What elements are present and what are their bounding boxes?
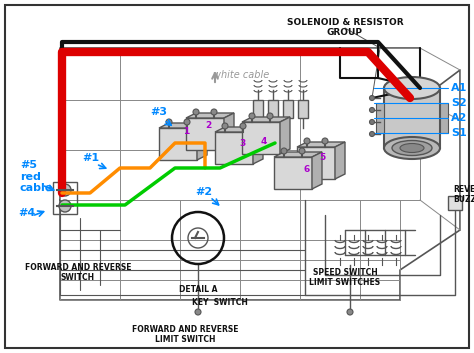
Polygon shape <box>335 142 345 179</box>
Text: A2: A2 <box>451 113 467 123</box>
Text: #4: #4 <box>18 208 35 218</box>
Bar <box>448 196 462 210</box>
Text: 3: 3 <box>240 139 246 149</box>
Bar <box>384 88 440 148</box>
Circle shape <box>59 184 71 196</box>
Text: #5
red
cable: #5 red cable <box>20 160 53 193</box>
Polygon shape <box>242 122 280 154</box>
Circle shape <box>370 132 374 137</box>
Text: S1: S1 <box>451 128 467 138</box>
Polygon shape <box>224 113 234 150</box>
Ellipse shape <box>400 144 424 152</box>
Text: 2: 2 <box>205 121 211 131</box>
Bar <box>283 100 293 118</box>
Polygon shape <box>159 128 197 160</box>
Circle shape <box>267 113 273 119</box>
Circle shape <box>322 138 328 144</box>
Text: white cable: white cable <box>213 70 269 80</box>
Text: FORWARD AND REVERSE
SWITCH: FORWARD AND REVERSE SWITCH <box>25 263 131 282</box>
Circle shape <box>184 119 190 125</box>
Ellipse shape <box>384 137 440 159</box>
Text: #3: #3 <box>150 107 167 117</box>
Circle shape <box>211 109 217 115</box>
Bar <box>253 100 263 118</box>
Circle shape <box>222 123 228 129</box>
Polygon shape <box>197 123 207 160</box>
Text: DETAIL A: DETAIL A <box>179 285 217 294</box>
Text: A1: A1 <box>451 83 467 93</box>
Text: S2: S2 <box>451 98 467 108</box>
Polygon shape <box>312 152 322 189</box>
Text: KEY  SWITCH: KEY SWITCH <box>192 298 248 307</box>
Ellipse shape <box>392 140 432 156</box>
Circle shape <box>166 119 172 125</box>
Bar <box>298 100 308 118</box>
Polygon shape <box>253 127 263 164</box>
Polygon shape <box>159 123 207 128</box>
Polygon shape <box>186 118 224 150</box>
Text: SOLENOID & RESISTOR
GROUP: SOLENOID & RESISTOR GROUP <box>287 18 403 37</box>
Text: 6: 6 <box>304 164 310 174</box>
Circle shape <box>249 113 255 119</box>
Polygon shape <box>274 152 322 157</box>
Circle shape <box>347 309 353 315</box>
Text: 5: 5 <box>319 154 325 162</box>
Circle shape <box>299 148 305 154</box>
Polygon shape <box>186 113 234 118</box>
Polygon shape <box>215 132 253 164</box>
Ellipse shape <box>384 77 440 99</box>
Text: SPEED SWITCH
LIMIT SWITCHES: SPEED SWITCH LIMIT SWITCHES <box>310 268 381 287</box>
Circle shape <box>193 109 199 115</box>
Circle shape <box>240 123 246 129</box>
Text: #1: #1 <box>82 153 99 163</box>
Polygon shape <box>242 117 290 122</box>
Polygon shape <box>297 142 345 147</box>
Circle shape <box>304 138 310 144</box>
Bar <box>268 100 278 118</box>
Polygon shape <box>274 157 312 189</box>
Circle shape <box>370 120 374 125</box>
Circle shape <box>59 200 71 212</box>
Polygon shape <box>215 127 263 132</box>
Bar <box>53 182 77 214</box>
Bar <box>376 103 384 133</box>
Polygon shape <box>280 117 290 154</box>
Circle shape <box>370 96 374 101</box>
Bar <box>440 103 448 133</box>
Text: 4: 4 <box>261 137 267 145</box>
Circle shape <box>195 309 201 315</box>
Text: #2: #2 <box>195 187 212 197</box>
Text: 1: 1 <box>183 126 189 136</box>
Text: FORWARD AND REVERSE
LIMIT SWITCH: FORWARD AND REVERSE LIMIT SWITCH <box>132 325 238 345</box>
Text: REVERSE
BUZZER: REVERSE BUZZER <box>453 185 474 204</box>
Circle shape <box>370 108 374 113</box>
Polygon shape <box>297 147 335 179</box>
Circle shape <box>281 148 287 154</box>
